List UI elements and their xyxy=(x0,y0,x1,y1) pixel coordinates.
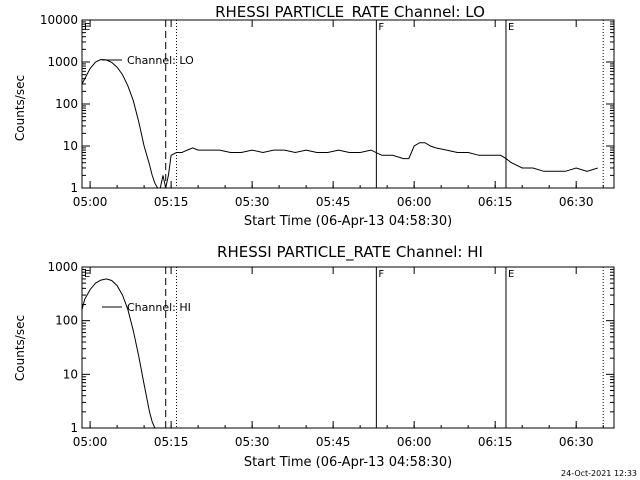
x-tick-label: 05:00 xyxy=(73,435,108,449)
x-tick-label: 06:15 xyxy=(478,435,513,449)
x-tick-label: 06:15 xyxy=(478,195,513,209)
x-tick-label: 05:00 xyxy=(73,195,108,209)
x-tick-label: 05:45 xyxy=(316,435,351,449)
x-tick-label: 05:30 xyxy=(235,195,270,209)
legend-label: Channel: HI xyxy=(127,301,191,314)
series-line xyxy=(81,278,156,429)
x-tick-label: 06:00 xyxy=(397,435,432,449)
series-line xyxy=(81,58,598,189)
x-tick-label: 06:30 xyxy=(559,195,594,209)
x-tick-label: 05:15 xyxy=(154,435,189,449)
chart-title: RHESSI PARTICLE_RATE Channel: HI xyxy=(217,243,483,262)
x-tick-label: 05:15 xyxy=(154,195,189,209)
plot-frame xyxy=(81,266,615,429)
event-marker-label: E xyxy=(508,22,514,33)
y-tick-label: 10 xyxy=(63,139,78,153)
x-tick-label: 05:30 xyxy=(235,435,270,449)
y-tick-label: 100 xyxy=(55,97,78,111)
lo-channel-chart: RHESSI PARTICLE_RATE Channel: LO Start T… xyxy=(13,3,615,229)
event-marker-label: E xyxy=(84,269,90,280)
y-axis-label: Counts/sec xyxy=(13,75,27,141)
event-marker-label: F xyxy=(378,269,384,280)
y-tick-label: 10000 xyxy=(40,13,78,27)
x-axis-label: Start Time (06-Apr-13 04:58:30) xyxy=(244,214,452,229)
x-tick-label: 06:30 xyxy=(559,435,594,449)
x-tick-label: 05:45 xyxy=(316,195,351,209)
y-axis-label: Counts/sec xyxy=(13,315,27,381)
event-marker-label: F xyxy=(378,22,384,33)
plot-frame xyxy=(81,19,615,189)
y-tick-label: 1000 xyxy=(47,55,78,69)
y-tick-label: 10 xyxy=(63,367,78,381)
hi-channel-chart: RHESSI PARTICLE_RATE Channel: HI Start T… xyxy=(13,243,615,470)
y-tick-label: 1 xyxy=(70,181,78,195)
y-tick-label: 100 xyxy=(55,314,78,328)
timestamp: 24-Oct-2021 12:33 xyxy=(561,469,637,478)
event-marker-label: E xyxy=(508,269,514,280)
event-marker-label: E xyxy=(84,22,90,33)
y-tick-label: 1 xyxy=(70,421,78,435)
x-axis-label: Start Time (06-Apr-13 04:58:30) xyxy=(244,455,452,470)
x-tick-label: 06:00 xyxy=(397,195,432,209)
legend-label: Channel: LO xyxy=(127,54,194,67)
y-tick-label: 1000 xyxy=(47,260,78,274)
chart-title: RHESSI PARTICLE_RATE Channel: LO xyxy=(215,3,485,22)
